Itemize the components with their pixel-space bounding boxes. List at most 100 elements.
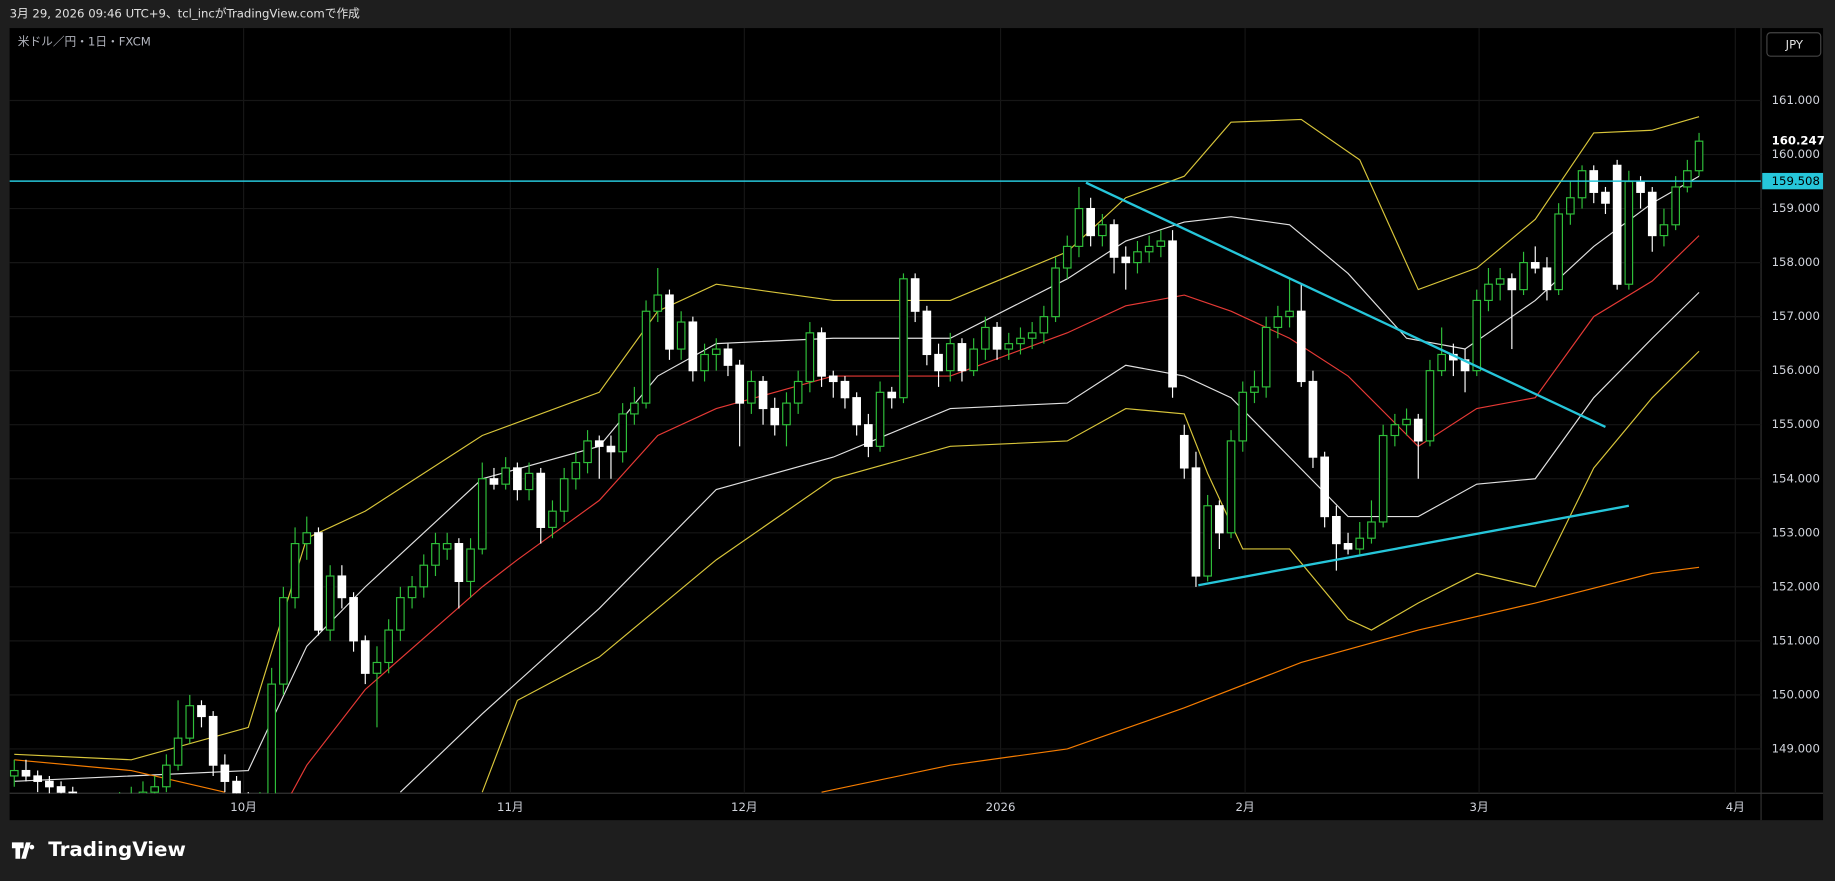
candle-body bbox=[1261, 326, 1271, 388]
currency-button-label[interactable]: JPY bbox=[1785, 38, 1804, 52]
candle-body bbox=[150, 786, 159, 793]
candle-body bbox=[1355, 537, 1365, 550]
candle-body bbox=[419, 564, 429, 588]
candle-body bbox=[1250, 386, 1259, 393]
candle-body bbox=[314, 532, 323, 631]
y-tick-label: 157.000 bbox=[1772, 309, 1820, 323]
candle-body bbox=[992, 326, 1002, 350]
candle-body bbox=[817, 332, 826, 377]
candle-body bbox=[548, 510, 557, 528]
indicator-line bbox=[14, 175, 1700, 782]
candle-body bbox=[828, 375, 838, 383]
candle-body bbox=[618, 413, 627, 453]
candle-body bbox=[747, 380, 756, 404]
candle-body bbox=[1051, 267, 1060, 318]
candle-body bbox=[1074, 207, 1084, 247]
candle-body bbox=[372, 661, 382, 674]
candle-body bbox=[349, 597, 358, 642]
candle-body bbox=[571, 461, 581, 480]
candle-body bbox=[1577, 170, 1587, 199]
plot-area bbox=[9, 116, 1762, 794]
candle-body bbox=[1367, 521, 1376, 539]
candle-body bbox=[594, 440, 604, 447]
y-tick-label: 155.000 bbox=[1772, 417, 1820, 431]
candle-body bbox=[1062, 245, 1072, 269]
candle-body bbox=[1308, 380, 1318, 458]
candle-body bbox=[431, 543, 440, 566]
axes: 149.000 150.000 151.000 152.000 153.000 154.0… bbox=[230, 93, 1825, 814]
candle-body bbox=[583, 440, 592, 464]
candle-body bbox=[1086, 207, 1095, 237]
logo: TradingView bbox=[11, 838, 186, 861]
indicator-line bbox=[290, 235, 1700, 794]
candle-body bbox=[513, 467, 522, 491]
indicator-line bbox=[399, 291, 1700, 793]
y-tick-label: 158.000 bbox=[1772, 255, 1820, 269]
candle-body bbox=[1191, 467, 1201, 577]
x-tick-label: 11月 bbox=[497, 800, 524, 814]
candle-body bbox=[1378, 434, 1388, 523]
candle-body bbox=[1039, 316, 1049, 334]
candle-body bbox=[185, 705, 195, 739]
candle-body bbox=[1624, 180, 1634, 285]
candle-body bbox=[1027, 332, 1037, 339]
hline-price-box bbox=[1762, 172, 1824, 190]
symbol-title: 米ドル／円・1日・FXCM bbox=[18, 35, 151, 49]
candle-body bbox=[396, 597, 405, 631]
candle-body bbox=[1332, 515, 1341, 545]
candle-body bbox=[1507, 278, 1517, 291]
candle-body bbox=[887, 391, 897, 399]
candle-body bbox=[138, 791, 148, 794]
candle-body bbox=[466, 548, 475, 583]
candle-body bbox=[173, 737, 183, 766]
candle-body bbox=[1296, 310, 1306, 383]
candle-body bbox=[852, 397, 861, 426]
x-tick-label: 12月 bbox=[731, 800, 758, 814]
candle-body bbox=[969, 348, 978, 372]
candle-body bbox=[1542, 267, 1552, 291]
candle-body bbox=[1273, 316, 1283, 329]
grid bbox=[9, 28, 1762, 794]
candle-body bbox=[220, 764, 230, 782]
currency-button[interactable] bbox=[1766, 32, 1822, 57]
candle-body bbox=[1016, 337, 1025, 345]
chart-panel bbox=[9, 28, 1824, 821]
y-tick-label: 152.000 bbox=[1772, 579, 1820, 593]
candle-body bbox=[559, 478, 569, 512]
candle-body bbox=[945, 343, 955, 372]
candle-body bbox=[442, 543, 452, 550]
candle-body bbox=[653, 294, 663, 312]
x-tick-label: 10月 bbox=[230, 800, 257, 814]
y-tick-label: 159.000 bbox=[1772, 201, 1820, 215]
candle-body bbox=[1601, 191, 1610, 204]
candle-body bbox=[302, 532, 312, 545]
candle-body bbox=[1484, 283, 1493, 302]
candle-body bbox=[899, 278, 908, 399]
candle-body bbox=[1566, 197, 1575, 215]
candle-body bbox=[1694, 140, 1704, 172]
candle-body bbox=[1215, 505, 1224, 534]
candle-body bbox=[793, 380, 803, 404]
candle-body bbox=[325, 575, 335, 631]
candle-body bbox=[1156, 240, 1166, 247]
candle-body bbox=[864, 424, 873, 447]
candle-body bbox=[1659, 224, 1669, 237]
candle-body bbox=[1121, 256, 1131, 264]
candle-body bbox=[360, 640, 370, 674]
candle-body bbox=[384, 629, 393, 664]
candle-body bbox=[1320, 456, 1329, 518]
candle-body bbox=[735, 364, 744, 404]
candle-body bbox=[337, 575, 347, 599]
logo-icon bbox=[11, 842, 35, 859]
candle-body bbox=[162, 764, 171, 788]
y-tick-label: 161.000 bbox=[1772, 93, 1820, 107]
candle-body bbox=[723, 348, 733, 366]
candle-body bbox=[208, 715, 218, 766]
candle-body bbox=[1238, 391, 1248, 442]
candle-body bbox=[1343, 543, 1353, 550]
y-tick-label: 160.000 bbox=[1772, 147, 1820, 161]
candle-body bbox=[606, 445, 616, 453]
trend-line bbox=[1198, 504, 1630, 587]
indicator-line bbox=[481, 350, 1700, 793]
candle-body bbox=[758, 380, 768, 410]
